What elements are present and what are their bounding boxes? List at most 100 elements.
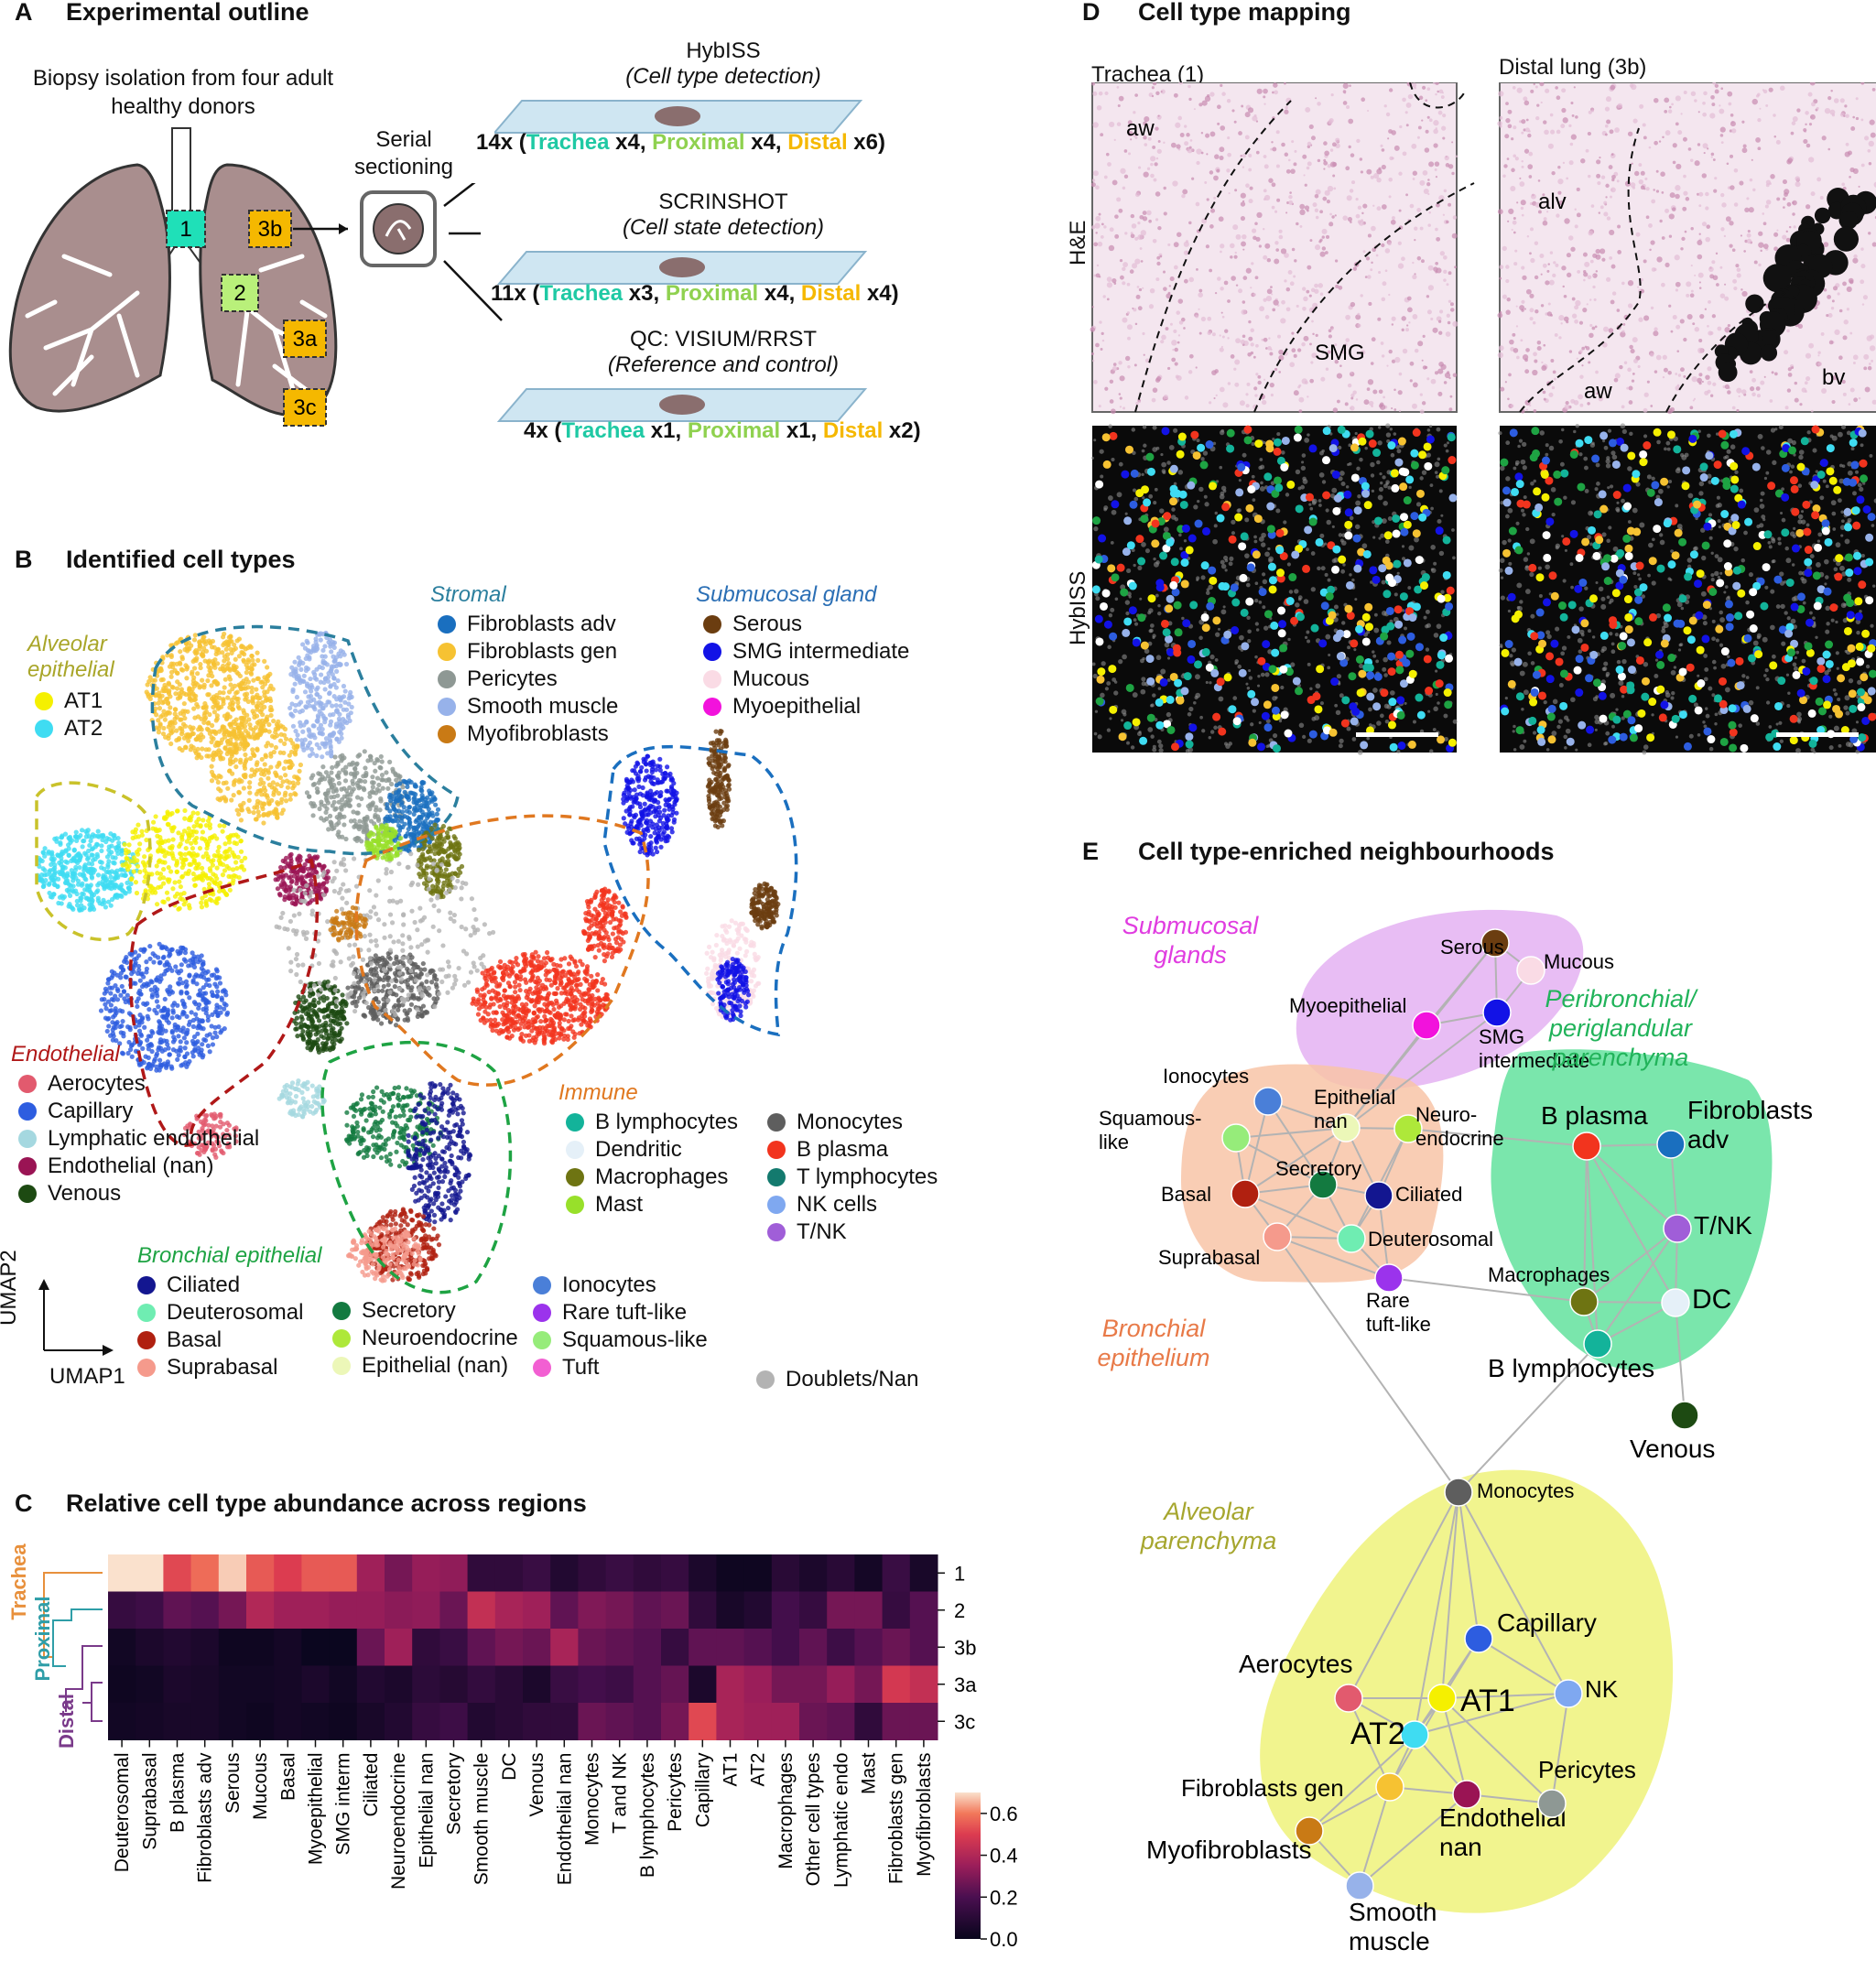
- legend-item: Smooth muscle: [438, 694, 618, 720]
- method-counts: 4x (Trachea x1, Proximal x1, Distal x2): [524, 418, 921, 443]
- heatmap-cell: [108, 1554, 136, 1592]
- heatmap-cell: [799, 1703, 828, 1740]
- heatmap: 1 2 3b 3a 3c Deuterosomal Suprabasal B plasma Fi…: [7, 1543, 1018, 1951]
- heatmap-cell: [108, 1629, 136, 1666]
- heatmap-cell: [882, 1703, 911, 1740]
- node-label: DC: [1692, 1284, 1731, 1315]
- heatmap-cell: [218, 1703, 247, 1740]
- heatmap-cell: [108, 1665, 136, 1704]
- method-counts: 11x (Trachea x3, Proximal x4, Distal x4): [491, 281, 899, 306]
- node-tnk: [1663, 1214, 1692, 1243]
- legend-item: Rare tuft-like: [533, 1300, 687, 1326]
- heatmap-cell: [163, 1665, 192, 1704]
- node-mac: [1569, 1287, 1599, 1316]
- node-deut: [1337, 1224, 1366, 1253]
- heatmap-cell: [190, 1665, 220, 1704]
- legend-item: Fibroblasts gen: [438, 639, 617, 665]
- heatmap-row-label: 1: [954, 1562, 965, 1585]
- heatmap-cell: [827, 1703, 855, 1740]
- legend-label: Endothelial (nan): [48, 1153, 214, 1178]
- legend-item: Myofibroblasts: [438, 721, 609, 747]
- legend-group-title: Alveolar epithelial: [27, 632, 114, 682]
- heatmap-cell: [771, 1554, 800, 1592]
- legend-item: Basal: [137, 1327, 222, 1353]
- legend-label: B lymphocytes: [595, 1110, 739, 1134]
- panel-d-letter: D: [1082, 0, 1101, 26]
- network-edge: [1675, 1302, 1686, 1416]
- region-2-label: 2: [233, 281, 245, 306]
- node-label: nan: [1314, 1110, 1348, 1132]
- panel-d-title: Cell type mapping: [1138, 0, 1351, 26]
- region-3b-label: 3b: [258, 217, 283, 242]
- network-edge: [1441, 1491, 1459, 1699]
- legend-label: Venous: [48, 1181, 122, 1206]
- heatmap-cell: [771, 1629, 800, 1666]
- heatmap-cell: [633, 1665, 662, 1704]
- he-annotation: aw: [1584, 379, 1612, 404]
- heatmap-cell: [163, 1591, 192, 1630]
- region-label: periglandular: [1548, 1014, 1693, 1042]
- legend-swatch: [438, 643, 456, 661]
- heatmap-cell: [605, 1665, 634, 1704]
- node-nk: [1554, 1679, 1583, 1708]
- heatmap-cell: [743, 1703, 773, 1740]
- node-smg: [1482, 998, 1512, 1027]
- heatmap-cell: [854, 1591, 884, 1630]
- heatmap-col-label: SMG interm: [333, 1753, 354, 1856]
- legend-label: AT2: [64, 716, 103, 741]
- heatmap-cell: [578, 1629, 607, 1666]
- heatmap-cell: [743, 1554, 773, 1592]
- heatmap-cell: [412, 1629, 440, 1666]
- heatmap-cell: [799, 1554, 828, 1592]
- network-edge: [1276, 1236, 1390, 1279]
- legend-swatch: [703, 615, 721, 634]
- legend-swatch: [332, 1357, 351, 1375]
- heatmap-cell: [909, 1554, 938, 1592]
- row-label-he: H&E: [1066, 220, 1090, 265]
- region-label: Bronchial: [1102, 1315, 1207, 1342]
- legend-label: Macrophages: [595, 1164, 729, 1189]
- serial-line-1: Serial: [375, 127, 432, 152]
- network-edge: [1348, 1491, 1459, 1699]
- network-edge: [1458, 1491, 1569, 1695]
- heatmap-cell: [605, 1554, 634, 1592]
- heatmap-cell: [412, 1554, 440, 1592]
- heatmap-cell: [190, 1629, 220, 1666]
- heatmap-cell: [882, 1554, 911, 1592]
- heatmap-cell: [854, 1703, 884, 1740]
- node-label: muscle: [1349, 1927, 1430, 1955]
- umap-axes: [38, 1279, 114, 1356]
- biopsy-line-2: healthy donors: [111, 94, 255, 119]
- panel-e-title: Cell type-enriched neighbourhoods: [1138, 838, 1555, 865]
- network-edge: [1586, 1145, 1676, 1304]
- node-mucous: [1516, 956, 1545, 985]
- heatmap-cell: [301, 1665, 331, 1704]
- node-label: tuft-like: [1366, 1313, 1431, 1336]
- biopsy-caption: Biopsy isolation from four adult healthy…: [23, 64, 343, 121]
- heatmap-cell: [578, 1591, 607, 1630]
- colorbar: [955, 1792, 981, 1939]
- heatmap-cell: [523, 1703, 551, 1740]
- node-squam: [1221, 1123, 1251, 1153]
- left-lung: [8, 163, 171, 413]
- heatmap-cell: [882, 1591, 911, 1630]
- heatmap-cell: [633, 1629, 662, 1666]
- heatmap-cell: [494, 1703, 524, 1740]
- he-annotation: SMG: [1315, 341, 1365, 365]
- network-edge: [1551, 1693, 1569, 1804]
- heatmap-col-label: B lymphocytes: [637, 1753, 658, 1879]
- heatmap-cell: [661, 1665, 689, 1704]
- heatmap-col-label: Basal: [277, 1753, 298, 1802]
- node-dc: [1661, 1288, 1690, 1317]
- heatmap-cell: [716, 1554, 745, 1592]
- legend-item: B lymphocytes: [566, 1110, 738, 1135]
- heatmap-col-label: Ciliated: [361, 1753, 382, 1817]
- heatmap-col-label: Neuroendocrine: [388, 1753, 409, 1890]
- network-edge: [1244, 1127, 1347, 1195]
- heatmap-cell: [909, 1703, 938, 1740]
- heatmap-cell: [356, 1554, 385, 1592]
- panel-b-letter: B: [15, 546, 33, 573]
- legend-swatch: [703, 698, 721, 716]
- region-label: Alveolar: [1162, 1498, 1254, 1525]
- network-edge: [1235, 1137, 1324, 1186]
